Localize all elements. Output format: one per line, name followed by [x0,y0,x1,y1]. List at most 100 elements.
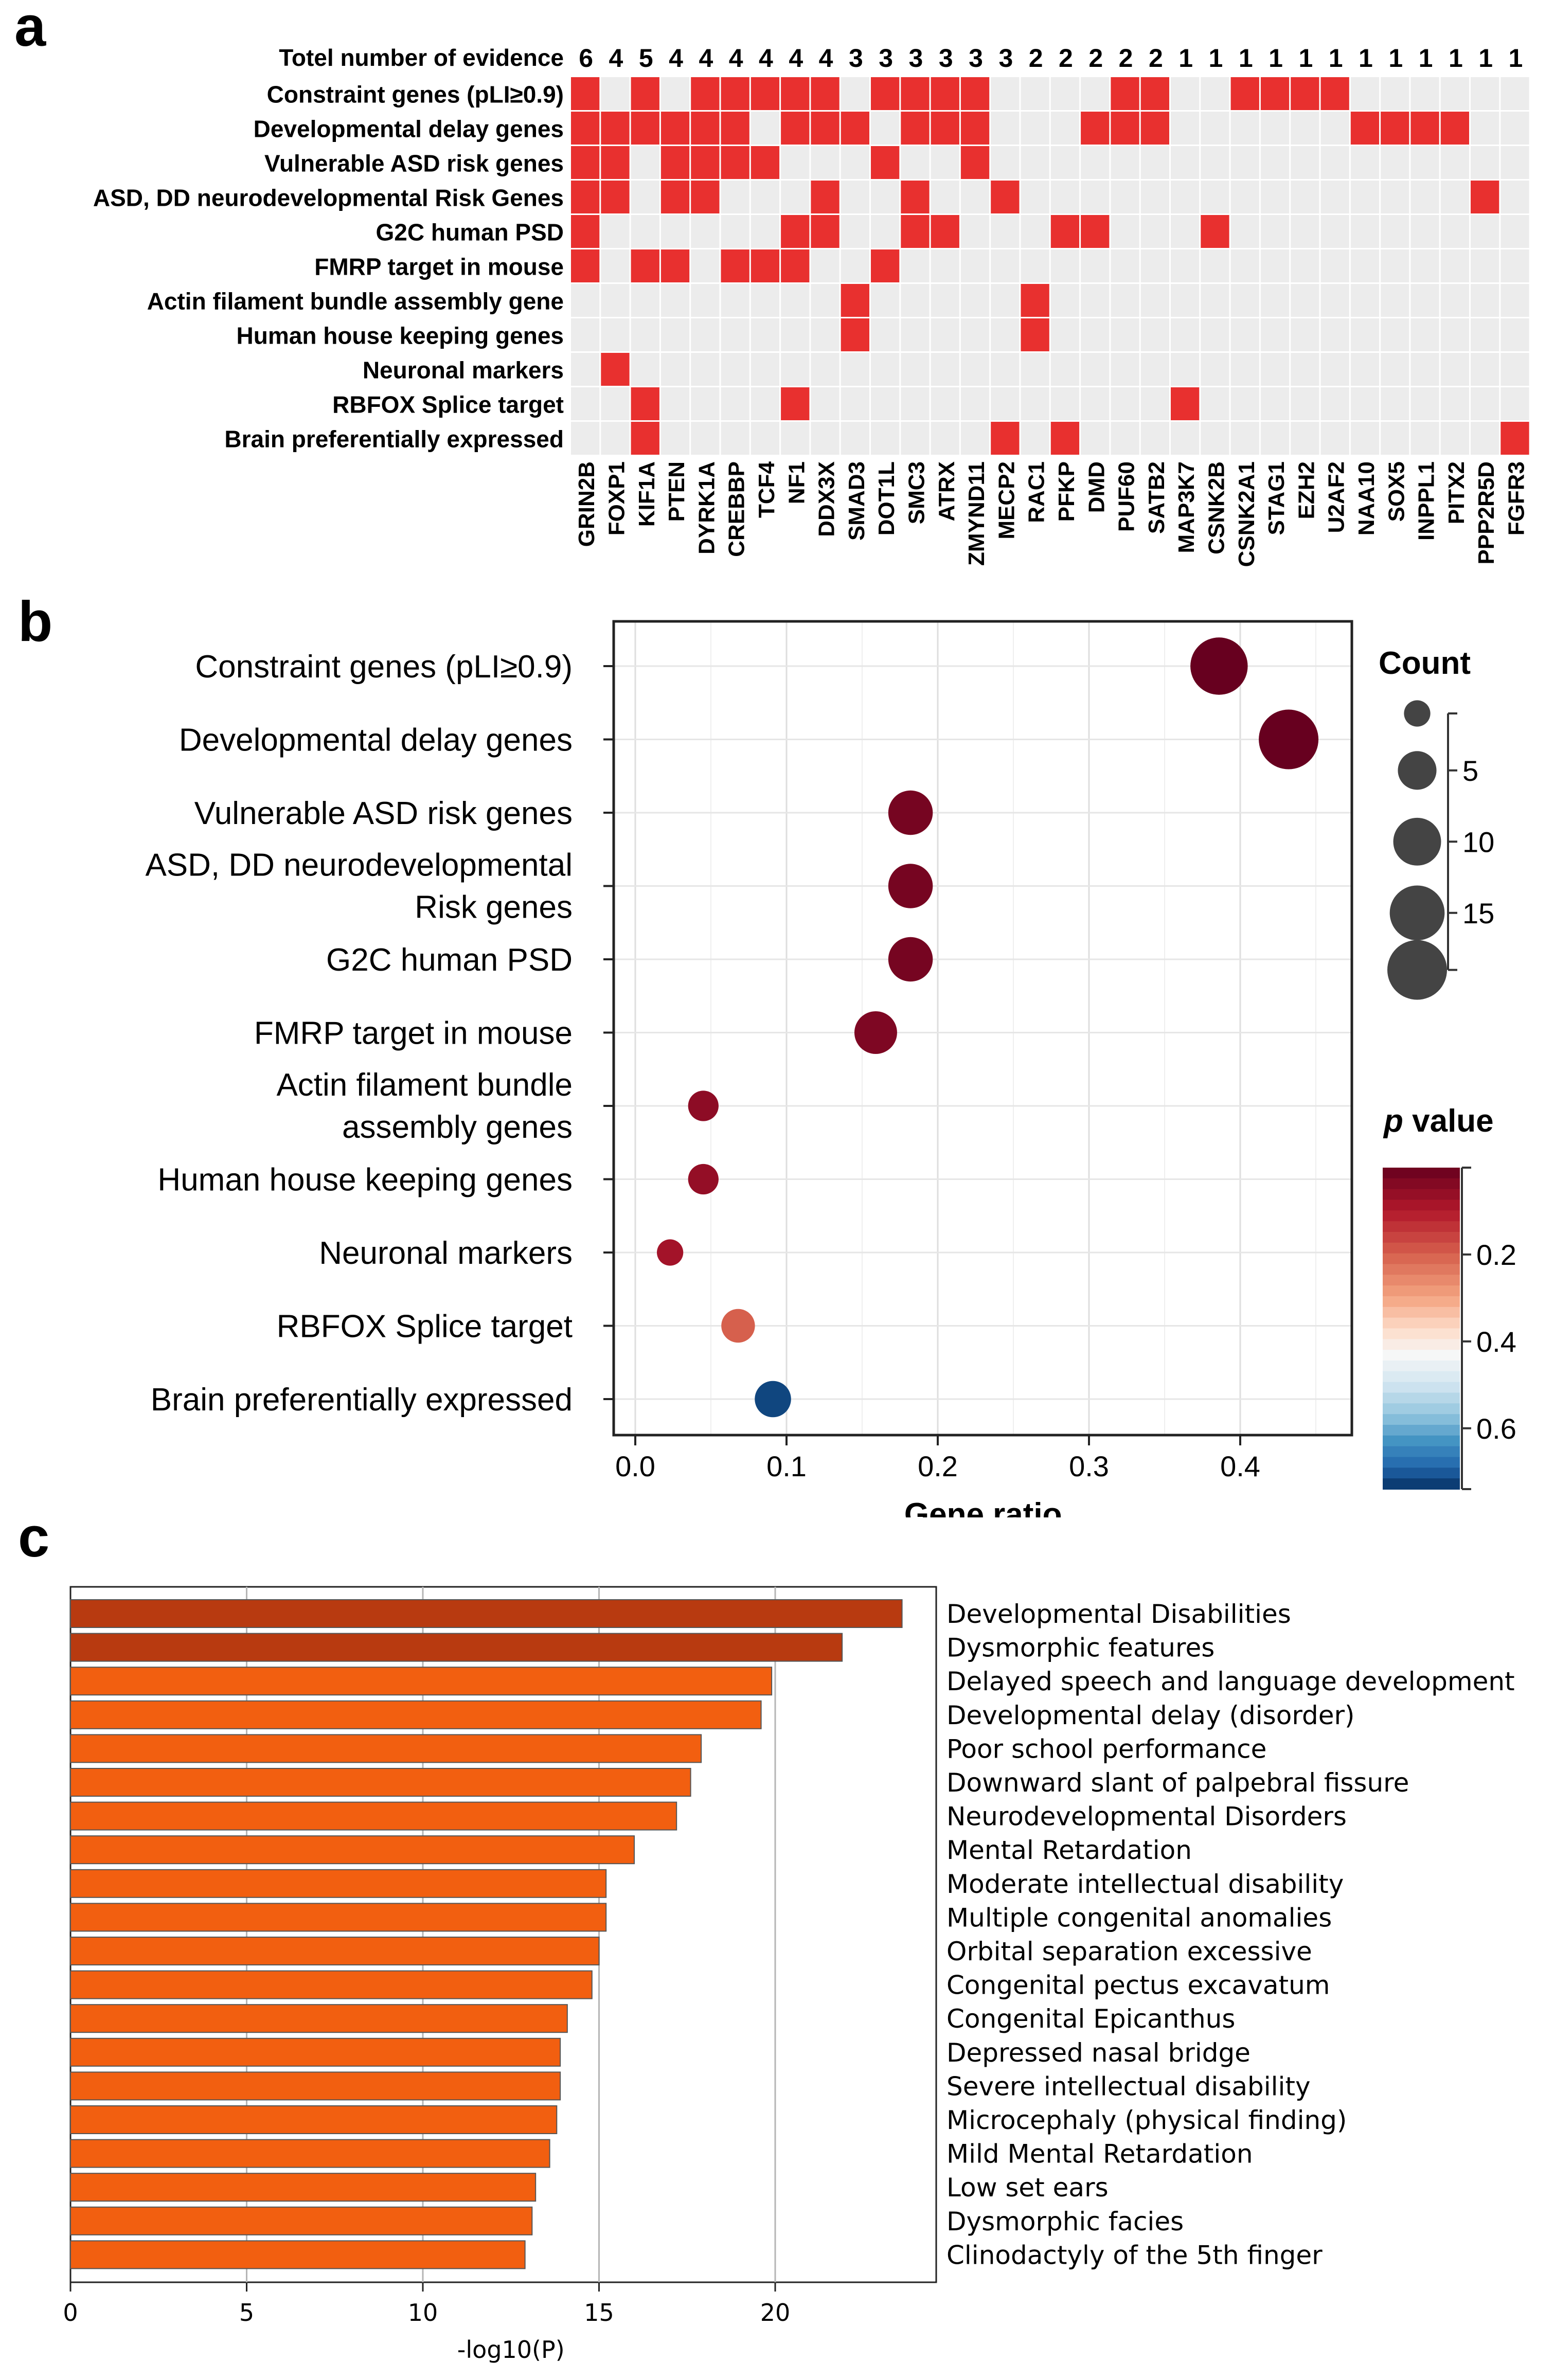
heatmap-cell-off [1140,353,1169,386]
evidence-total-value: 1 [1329,44,1343,73]
heatmap-cell-off [871,318,900,351]
x-tick-label: 0.2 [918,1450,958,1482]
evidence-total-value: 1 [1178,44,1193,73]
heatmap-cell-off [991,318,1020,351]
heatmap-row-label: Developmental delay genes [254,116,564,142]
heatmap-cell-off [631,353,659,386]
heatmap-cell-off [1230,353,1259,386]
heatmap-cell-off [631,215,659,248]
heatmap-cell-off [571,284,600,317]
pvalue-legend-swatch [1383,1253,1460,1265]
heatmap-cell-off [1440,387,1469,420]
evidence-total-value: 3 [939,44,953,73]
heatmap-cell-off [721,353,749,386]
count-legend-label: 10 [1462,826,1494,858]
pvalue-legend-swatch [1383,1468,1460,1479]
gene-label: DOT1L [874,461,899,535]
count-legend-dot [1398,751,1437,790]
heatmap-cell-off [1501,318,1529,351]
bar-label: Depressed nasal bridge [946,2038,1251,2068]
heatmap-cell-off [1050,112,1080,145]
heatmap-cell-off [1111,146,1139,179]
heatmap-cell-off [631,181,659,213]
x-tick-label: 0.3 [1069,1450,1109,1482]
count-legend-dot [1387,940,1447,1000]
heatmap-cell-off [960,181,990,213]
heatmap-cell-on [1050,422,1080,455]
evidence-total-value: 2 [1059,44,1073,73]
heatmap-cell-off [1440,422,1469,455]
heatmap-cell-on [1050,215,1080,248]
heatmap-cell-off [1471,318,1499,351]
pvalue-legend-swatch [1383,1307,1460,1318]
heatmap-cell-off [1381,353,1409,386]
heatmap-cell-off [721,284,749,317]
heatmap-cell-on [960,146,990,179]
dot-point [721,1309,755,1343]
bar-label: Orbital separation excessive [946,1937,1312,1966]
pvalue-legend-label: 0.6 [1476,1412,1516,1445]
heatmap-cell-on [1440,112,1469,145]
heatmap-cell-off [1021,353,1049,386]
heatmap-cell-on [1140,77,1169,110]
heatmap-cell-off [1230,422,1259,455]
heatmap-cell-on [691,146,720,179]
heatmap-cell-off [691,249,720,282]
heatmap-cell-off [1171,249,1200,282]
heatmap-cell-off [1291,284,1319,317]
heatmap-cell-on [991,181,1020,213]
pvalue-legend-swatch [1383,1457,1460,1469]
bar [70,1970,593,1999]
heatmap-cell-off [631,284,659,317]
heatmap-cell-off [1201,249,1229,282]
heatmap-cell-off [721,318,749,351]
y-label: G2C human PSD [326,942,573,978]
heatmap-cell-off [1350,181,1380,213]
heatmap-cell-off [1021,387,1049,420]
pvalue-legend-swatch [1383,1414,1460,1425]
heatmap-cell-off [1410,284,1439,317]
evidence-total-value: 1 [1419,44,1433,73]
heatmap-cell-off [1410,353,1439,386]
heatmap-cell-off [601,77,630,110]
heatmap-cell-off [1230,249,1259,282]
heatmap-cell-off [1081,146,1110,179]
bar [70,1903,607,1932]
bar-label: Developmental Disabilities [946,1599,1291,1629]
count-legend-title: Count [1379,646,1471,681]
heatmap-cell-on [781,249,810,282]
dot-point [656,1239,684,1266]
heatmap-cell-off [1171,215,1200,248]
heatmap-cell-off [721,181,749,213]
heatmap-cell-off [1440,77,1469,110]
heatmap-cell-off [1501,146,1529,179]
bar [70,1734,702,1763]
heatmap-cell-on [1381,112,1409,145]
pvalue-legend-swatch [1383,1392,1460,1404]
bar-label: Congenital Epicanthus [946,2004,1235,2034]
heatmap-cell-off [1230,112,1259,145]
gene-label: PITX2 [1444,461,1469,524]
heatmap-cell-off [1111,215,1139,248]
heatmap-cell-off [901,387,930,420]
heatmap-cell-off [931,181,959,213]
heatmap-cell-off [1171,422,1200,455]
heatmap-cell-off [721,215,749,248]
heatmap-cell-on [1471,181,1499,213]
heatmap-cell-off [781,353,810,386]
pvalue-legend-swatch [1383,1242,1460,1254]
pvalue-legend-swatch [1383,1285,1460,1297]
heatmap-cell-off [1021,249,1049,282]
heatmap-cell-off [781,318,810,351]
heatmap-cell-off [1201,112,1229,145]
panel-letter-a: a [14,0,46,58]
pvalue-legend-swatch [1383,1232,1460,1243]
evidence-total-value: 3 [969,44,983,73]
heatmap-cell-off [1260,422,1290,455]
bar [70,2139,550,2168]
heatmap-cell-off [1140,422,1169,455]
heatmap-cell-off [1081,181,1110,213]
heatmap-cell-off [1230,318,1259,351]
gene-label: PTEN [664,461,689,522]
heatmap-cell-off [1350,146,1380,179]
